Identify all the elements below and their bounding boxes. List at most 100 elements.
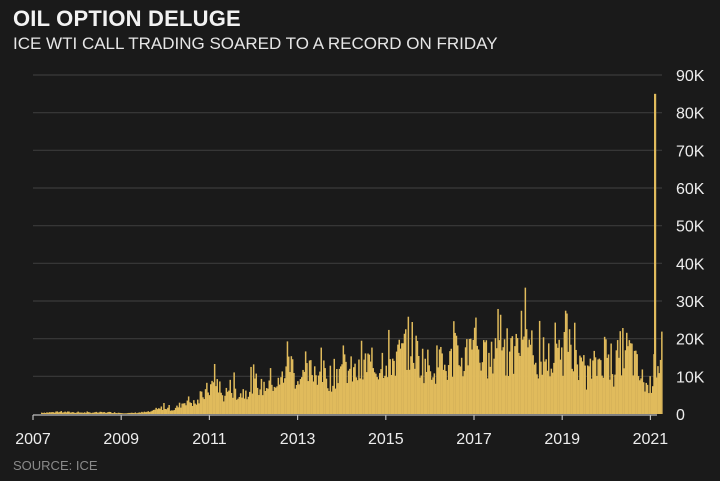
bar bbox=[57, 412, 60, 414]
bar bbox=[385, 365, 387, 414]
bar bbox=[533, 364, 536, 414]
bar bbox=[457, 345, 459, 414]
bar bbox=[588, 366, 590, 414]
bar bbox=[340, 366, 342, 414]
bar bbox=[46, 412, 48, 414]
bar bbox=[150, 411, 152, 414]
bar bbox=[432, 377, 434, 414]
bar bbox=[55, 411, 57, 414]
bar bbox=[199, 391, 202, 414]
bar bbox=[93, 412, 95, 414]
bar bbox=[310, 360, 312, 414]
bar bbox=[455, 335, 458, 414]
bar bbox=[260, 378, 263, 414]
bar bbox=[585, 389, 588, 414]
bar bbox=[68, 411, 70, 414]
bar bbox=[551, 372, 554, 414]
bar bbox=[245, 390, 247, 414]
bar bbox=[276, 386, 278, 414]
bar bbox=[121, 413, 124, 414]
bar bbox=[652, 386, 654, 414]
bar bbox=[476, 345, 478, 414]
y-tick-label: 40K bbox=[676, 256, 705, 273]
bar bbox=[207, 392, 209, 414]
bar bbox=[395, 351, 398, 414]
bar bbox=[226, 391, 229, 414]
bar bbox=[494, 338, 497, 414]
bar bbox=[345, 361, 347, 414]
bar bbox=[337, 383, 339, 414]
bar bbox=[542, 337, 545, 414]
bar bbox=[576, 364, 579, 414]
bar bbox=[116, 413, 118, 414]
bar bbox=[583, 355, 585, 414]
bar bbox=[406, 369, 408, 414]
bar bbox=[265, 388, 268, 414]
bar bbox=[646, 384, 649, 414]
bar bbox=[624, 350, 627, 414]
bar bbox=[259, 389, 261, 414]
bar bbox=[80, 412, 82, 414]
bar bbox=[562, 375, 564, 414]
bar bbox=[421, 348, 424, 414]
bar bbox=[618, 357, 620, 414]
x-tick-label: 2017 bbox=[456, 431, 492, 448]
bar bbox=[338, 368, 341, 414]
bar bbox=[375, 373, 377, 414]
bar bbox=[561, 347, 563, 414]
bar bbox=[642, 382, 645, 414]
bar bbox=[230, 392, 233, 414]
bar bbox=[402, 343, 404, 414]
bar bbox=[185, 405, 187, 414]
bar bbox=[405, 329, 407, 414]
bar bbox=[600, 360, 602, 414]
bar bbox=[298, 384, 300, 414]
bar bbox=[501, 350, 503, 414]
bar bbox=[650, 392, 653, 414]
bar bbox=[174, 407, 177, 414]
bar bbox=[202, 397, 204, 414]
bar bbox=[468, 339, 471, 414]
bar bbox=[388, 329, 390, 414]
bar bbox=[514, 346, 516, 414]
x-tick-label: 2019 bbox=[544, 431, 580, 448]
bar bbox=[572, 371, 575, 414]
bar bbox=[537, 378, 540, 414]
bar bbox=[317, 375, 320, 414]
bar bbox=[575, 349, 577, 414]
bar bbox=[120, 413, 122, 414]
bar bbox=[216, 379, 218, 414]
bar bbox=[423, 383, 425, 414]
bar bbox=[507, 376, 510, 414]
bar bbox=[639, 380, 641, 414]
bar bbox=[103, 411, 105, 414]
bar bbox=[262, 395, 264, 414]
bar bbox=[645, 382, 647, 414]
bar bbox=[182, 403, 185, 414]
bar bbox=[178, 402, 181, 414]
bar bbox=[315, 375, 317, 414]
bar bbox=[190, 403, 192, 414]
bar bbox=[524, 287, 527, 414]
bar bbox=[393, 360, 395, 414]
bar bbox=[473, 327, 476, 414]
bar bbox=[637, 376, 640, 414]
bar bbox=[472, 339, 475, 414]
bar bbox=[89, 412, 91, 414]
bar bbox=[453, 321, 455, 414]
bar bbox=[145, 412, 147, 414]
bar bbox=[242, 389, 244, 414]
bar bbox=[224, 395, 226, 414]
bar bbox=[232, 397, 234, 414]
y-tick-label: 60K bbox=[676, 181, 705, 198]
bar bbox=[516, 338, 519, 414]
bar bbox=[368, 354, 371, 414]
bar bbox=[41, 412, 43, 414]
bar bbox=[410, 356, 412, 414]
bar bbox=[603, 336, 606, 414]
bar bbox=[623, 368, 625, 414]
bar bbox=[382, 378, 385, 414]
x-tick-label: 2015 bbox=[368, 431, 404, 448]
bar bbox=[567, 351, 569, 414]
